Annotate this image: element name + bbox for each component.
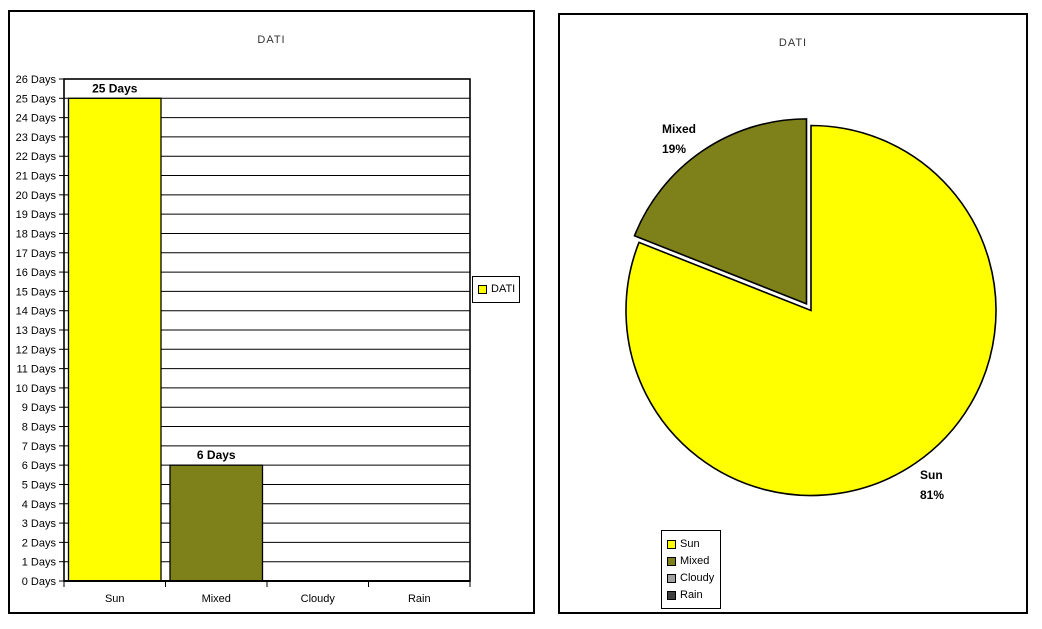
pie-legend-item-rain[interactable]: Rain [667, 589, 715, 602]
y-axis-label: 2 Days [22, 537, 57, 549]
pie-chart-title: DATI [778, 37, 808, 49]
x-axis-label-mixed: Mixed [202, 593, 231, 605]
y-axis-label: 14 Days [16, 306, 57, 318]
pie-chart: Sun 81% Mixed 19% [625, 118, 997, 502]
pie-label-sun: 81% [920, 488, 944, 502]
y-axis-label: 13 Days [16, 325, 57, 337]
y-axis-label: 22 Days [16, 151, 57, 163]
bar-legend-label: DATI [491, 283, 516, 295]
pie-legend-item-cloudy[interactable]: Cloudy [667, 572, 715, 585]
pie-legend-swatch-mixed [667, 556, 676, 566]
bar-legend-item-dati[interactable]: DATI [478, 283, 516, 296]
y-axis-label: 26 Days [16, 74, 57, 86]
x-axis-label-cloudy: Cloudy [301, 593, 336, 605]
y-axis-label: 8 Days [22, 422, 57, 434]
pie-legend-swatch-sun [667, 539, 676, 549]
y-axis-label: 15 Days [16, 286, 57, 298]
y-axis-label: 6 Days [22, 460, 57, 472]
y-axis-label: 12 Days [16, 344, 57, 356]
y-axis-label: 4 Days [22, 499, 57, 511]
bar-data-label: 25 Days [92, 81, 138, 95]
y-axis-label: 5 Days [22, 479, 57, 491]
y-axis-label: 20 Days [16, 190, 57, 202]
y-axis-label: 10 Days [16, 383, 57, 395]
y-axis-label: 7 Days [22, 441, 57, 453]
y-axis-label: 19 Days [16, 209, 57, 221]
y-axis-label: 3 Days [22, 518, 57, 530]
bar-chart-title: DATI [257, 34, 286, 46]
y-axis-label: 18 Days [16, 228, 57, 240]
pie-legend-label: Cloudy [680, 571, 715, 584]
pie-legend-item-sun[interactable]: Sun [667, 538, 715, 551]
y-axis-label: 23 Days [16, 132, 57, 144]
bar-chart-legend[interactable]: DATI [472, 276, 520, 303]
y-axis-label: 21 Days [16, 171, 57, 183]
x-axis-label-rain: Rain [408, 593, 431, 605]
x-axis-label-sun: Sun [105, 593, 125, 605]
pie-label-mixed: 19% [662, 142, 686, 156]
bar-sun[interactable] [67, 97, 162, 582]
pie-label-sun: Sun [920, 468, 943, 482]
pie-legend-swatch-cloudy [667, 573, 676, 583]
pie-chart-legend[interactable]: Sun Mixed Cloudy Rain [661, 530, 721, 609]
y-axis-label: 24 Days [16, 113, 57, 125]
y-axis-label: 1 Days [22, 557, 57, 569]
pie-legend-swatch-rain [667, 590, 676, 600]
pie-label-mixed: Mixed [662, 122, 696, 136]
bar-mixed[interactable] [169, 464, 264, 582]
bar-chart-panel: 0 Days 1 Days 2 Days 3 Days 4 Days 5 Days 6 Da… [8, 10, 535, 614]
bar-chart: 0 Days 1 Days 2 Days 3 Days 4 Days 5 Days 6 Da… [16, 74, 471, 605]
pie-chart-panel: Sun 81% Mixed 19% DATI Sun Mixed Cloudy Rain [558, 13, 1028, 614]
pie-slice-mixed[interactable] [633, 118, 808, 306]
pie-slice-sun[interactable] [625, 124, 997, 497]
y-axis-label: 9 Days [22, 402, 57, 414]
bar-data-label: 6 Days [197, 448, 236, 462]
y-axis-label: 17 Days [16, 248, 57, 260]
y-axis-label: 11 Days [16, 364, 56, 376]
pie-legend-label: Rain [680, 588, 703, 601]
pie-legend-label: Sun [680, 537, 700, 550]
y-axis-label: 16 Days [16, 267, 57, 279]
bar-legend-swatch-dati [478, 285, 487, 294]
pie-legend-item-mixed[interactable]: Mixed [667, 555, 715, 568]
y-axis-label: 25 Days [16, 93, 57, 105]
y-axis-label: 0 Days [22, 576, 57, 588]
pie-legend-label: Mixed [680, 554, 710, 567]
